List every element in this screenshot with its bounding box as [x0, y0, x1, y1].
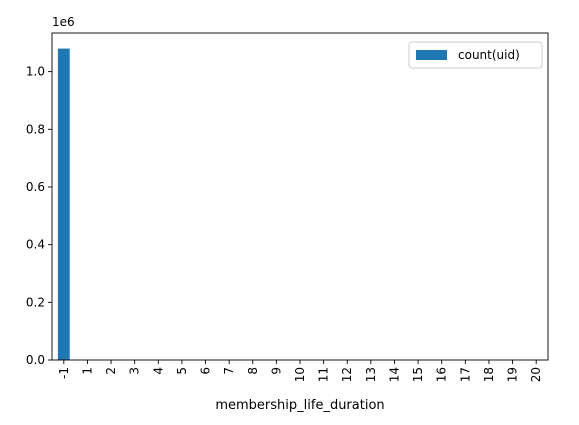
x-tick-label-12: 12 — [340, 367, 354, 382]
x-tick-label-7: 7 — [222, 367, 236, 375]
x-tick-label-4: 4 — [151, 367, 165, 375]
x-tick-label-17: 17 — [458, 367, 472, 382]
x-tick-label-13: 13 — [364, 367, 378, 382]
y-tick-label-3: 0.6 — [26, 180, 45, 194]
x-axis-label: membership_life_duration — [215, 398, 384, 413]
x-tick-label-10: 10 — [293, 367, 307, 382]
x-tick-label-19: 19 — [506, 367, 520, 382]
y-tick-label-5: 1.0 — [26, 65, 45, 79]
x-tick-label-8: 8 — [246, 367, 260, 375]
y-offset-label: 1e6 — [52, 15, 75, 29]
bar--1 — [57, 48, 70, 360]
x-tick-label-11: 11 — [317, 367, 331, 382]
x-tick-label--1: -1 — [57, 367, 71, 379]
y-tick-label-0: 0.0 — [26, 353, 45, 367]
legend-swatch — [416, 50, 447, 60]
y-tick-label-4: 0.8 — [26, 122, 45, 136]
x-axis: -1 1 2 3 4 5 6 7 8 9 10 11 12 13 14 15 16 17 18 19 20 — [57, 360, 543, 382]
x-tick-label-2: 2 — [104, 367, 118, 375]
x-tick-label-9: 9 — [269, 367, 283, 375]
x-tick-label-3: 3 — [128, 367, 142, 375]
x-tick-label-14: 14 — [387, 367, 401, 382]
bars-group — [57, 48, 70, 360]
x-tick-label-1: 1 — [80, 367, 94, 375]
legend-frame — [408, 41, 543, 69]
y-tick-label-2: 0.4 — [26, 238, 45, 252]
x-tick-label-5: 5 — [175, 367, 189, 375]
plot-area — [52, 33, 548, 360]
legend-label: count(uid) — [458, 48, 520, 62]
x-tick-label-15: 15 — [411, 367, 425, 382]
x-tick-label-20: 20 — [529, 367, 543, 382]
x-tick-label-18: 18 — [482, 367, 496, 382]
x-tick-label-16: 16 — [435, 367, 449, 382]
x-tick-label-6: 6 — [199, 367, 213, 375]
y-axis: 0.0 0.2 0.4 0.6 0.8 1.0 — [26, 65, 52, 367]
legend: count(uid) — [408, 41, 543, 69]
y-tick-label-1: 0.2 — [26, 295, 45, 309]
